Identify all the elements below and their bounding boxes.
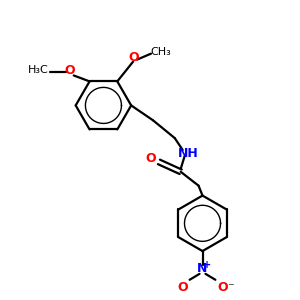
Text: N: N: [197, 262, 208, 275]
Text: ⁻: ⁻: [227, 281, 234, 294]
Text: NH: NH: [178, 148, 199, 160]
Text: O: O: [177, 281, 188, 294]
Text: O: O: [64, 64, 75, 77]
Text: H₃C: H₃C: [28, 65, 48, 76]
Text: CH₃: CH₃: [151, 47, 171, 57]
Text: O: O: [217, 281, 228, 294]
Text: O: O: [129, 51, 140, 64]
Text: +: +: [203, 260, 211, 270]
Text: O: O: [146, 152, 156, 165]
